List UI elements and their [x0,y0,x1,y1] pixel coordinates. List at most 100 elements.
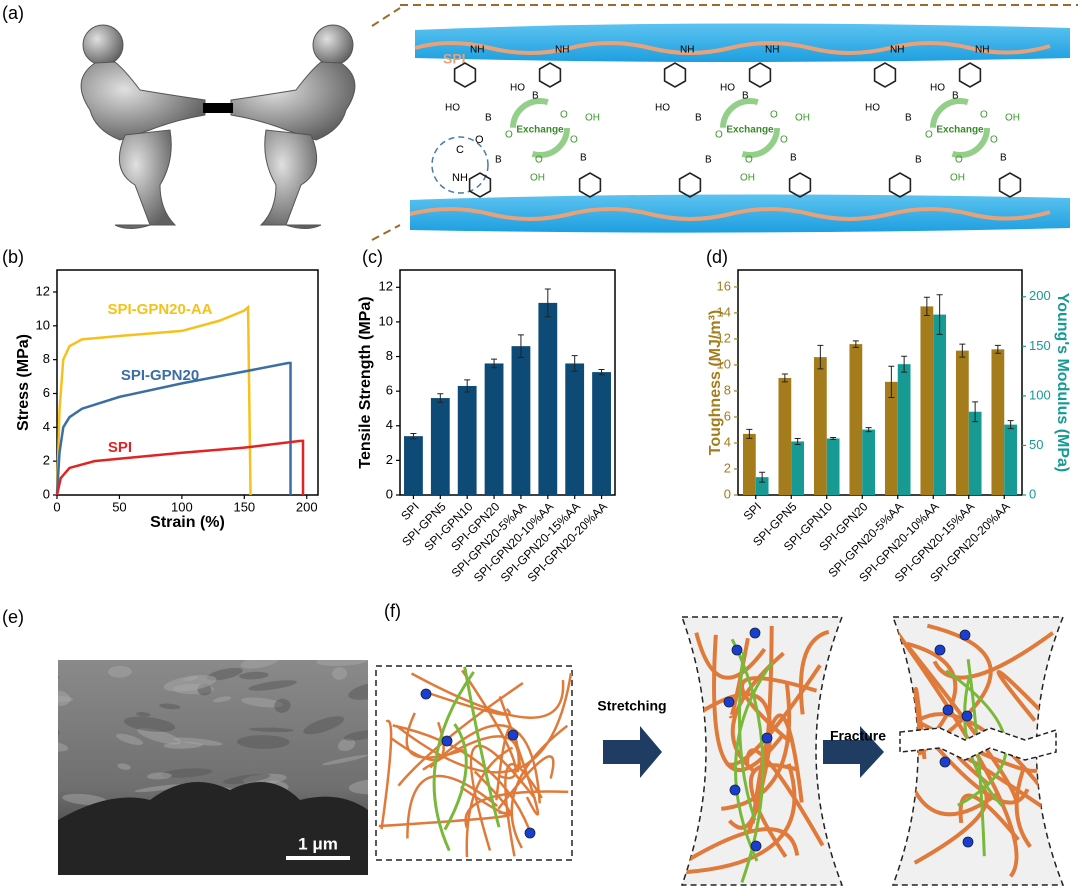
sem-flake [58,740,69,752]
bar [592,372,611,495]
atom-label: NH [470,45,484,56]
polymer-chain [380,719,393,830]
sem-flake [369,623,392,641]
polymer-chain [684,827,800,864]
atom-label: HO [865,103,880,114]
y-axis-label: Tensile Strength (MPa) [357,296,374,468]
atom-label: O [560,110,568,121]
y-tick-label: 12 [379,279,393,294]
crosslink-chain [966,659,986,857]
atom-label: O [475,134,484,146]
sem-flake [8,777,30,791]
sem-flake [348,778,368,795]
crosslink-chain [734,661,774,862]
sem-flake [348,681,368,700]
x-tick-label: SPI [741,499,765,523]
error-bar [959,343,966,358]
sem-flake [0,816,22,837]
atom-label: O [745,155,753,166]
y-tick-label: 16 [717,278,731,293]
atom-label: B [1000,153,1007,164]
y-tick-label: 2 [43,453,50,468]
sem-flake [452,609,495,627]
bar [778,377,792,495]
sem-flake [161,768,213,778]
sem-flake [117,763,131,770]
crosslink-point [939,756,951,768]
atom-label: OH [795,113,810,124]
polymer-chain [1014,767,1032,848]
atom-label: O [780,135,788,146]
sem-flake [238,671,269,680]
polymer-chain [429,724,541,804]
series-label: SPI-GPN20 [121,367,199,384]
error-bar [598,369,605,376]
crosslink-point [507,729,519,741]
polymer-chain [392,724,531,830]
x-tick-label: 50 [112,499,126,514]
sem-flake [241,697,284,708]
bar [991,349,1005,495]
error-bar [852,340,859,348]
crosslink-point [749,627,761,639]
figurine-illustration [80,24,356,229]
error-bar [936,294,943,335]
network [682,626,840,884]
atom-label: B [915,155,922,166]
sem-flake [136,712,151,717]
exchange-label: Exchange [516,125,564,136]
atom-label: B [695,113,702,124]
sem-flake [27,814,52,821]
atom-label: O [715,130,723,141]
bar [565,363,585,495]
polymer-chain [406,774,498,839]
atom-label: B [742,91,749,102]
error-bar [759,471,766,483]
benzene-ring [663,62,687,88]
polymer-chain [725,664,822,767]
polymer-chain [996,669,1049,722]
step-label: Stretching [597,698,666,714]
crosslink-point [942,704,954,716]
sem-flake [184,638,218,653]
error-bar [544,288,551,318]
y-tick-label: 4 [724,434,731,449]
line-series [55,361,292,496]
error-bar [901,355,908,373]
bar [484,363,504,495]
polymer-chain [683,763,797,875]
polymer-band [415,23,1070,62]
sem-flake [287,615,303,625]
network [378,666,572,858]
panel-label: (e) [2,607,24,627]
series-label: SPI [108,439,132,456]
step-label: Fracture [830,728,886,744]
sem-flake [343,730,368,741]
atom-label: NH [452,172,468,184]
polymer-chain [749,763,797,858]
y-tick-label: 10 [717,356,731,371]
bar [849,344,863,495]
atom-label: B [952,91,959,102]
y-tick-label: 8 [724,382,731,397]
sem-flake [316,660,368,666]
atom-label: O [980,110,988,121]
crosslink-point [441,735,453,747]
sem-flake [502,651,532,666]
error-bar [517,334,524,358]
polymer-chain [409,207,1051,221]
crosslink-point [761,732,773,744]
sem-flake [403,704,432,719]
polymer-chain [414,41,1051,55]
atom-label: NH [975,45,989,56]
polymer-chain [405,712,464,759]
sem-flake [274,698,291,713]
x-tick-label: 100 [171,499,193,514]
atom-label: OH [585,113,600,124]
sem-flake [303,716,345,735]
error-bar [994,344,1001,354]
polymer-chain [893,626,1019,878]
sem-flake [222,773,271,785]
atom-label: OH [530,173,545,184]
sem-flake [163,675,217,692]
